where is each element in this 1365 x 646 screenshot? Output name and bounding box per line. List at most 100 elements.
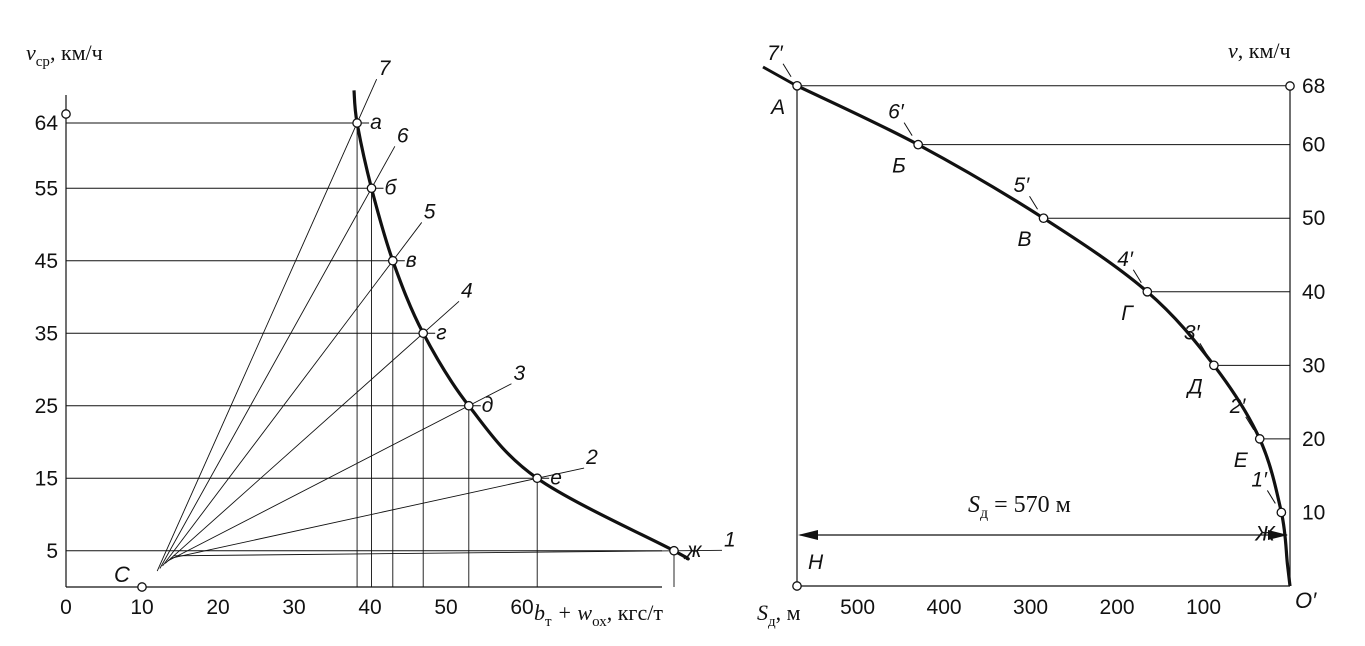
left-x-tick-label: 40	[358, 596, 381, 619]
left-curve-point	[669, 545, 679, 556]
distance-label: Sд = 570 м	[968, 492, 1071, 522]
right-point-letter: Ж	[1254, 522, 1276, 545]
right-v-tick-label: 40	[1302, 281, 1325, 304]
right-curve-tick-mark	[1266, 490, 1276, 504]
right-s-tick-label: 400	[927, 596, 962, 619]
left-y-axis-label: vср, км/ч	[26, 40, 103, 70]
left-ray-number: 5	[424, 200, 436, 223]
left-curve-point	[463, 400, 474, 411]
right-s-axis-label: Sд, м	[757, 600, 801, 630]
pole-c-label: C	[114, 562, 130, 587]
left-x-tick-label: 10	[130, 596, 153, 619]
right-point-letter: Б	[892, 155, 906, 178]
right-curve-point	[1038, 213, 1049, 224]
left-curve-point	[366, 183, 377, 194]
left-y-tick-label: 64	[35, 112, 59, 135]
right-v-tick-label: 60	[1302, 134, 1325, 157]
left-ray-number: 4	[461, 279, 473, 302]
left-ray-number: 1	[724, 528, 736, 551]
left-y-tick-label: 5	[46, 540, 58, 563]
right-bottom-left-marker	[792, 581, 802, 591]
left-y-axis-max-marker	[61, 109, 71, 119]
left-point-letter: г	[436, 321, 446, 344]
braking-distance-curve: 7′ А 6′ Б 5′ В 4′ Г 3′ Д 2′ Е1′ Ж 10 20 30 40 50 60 68 500 4…	[757, 38, 1325, 630]
right-s-tick-label: 300	[1013, 596, 1048, 619]
right-point-mark: 6′	[888, 101, 905, 124]
right-v-axis-label: v, км/ч	[1228, 38, 1291, 63]
left-x-axis-label: bт + wох, кгс/т	[534, 600, 663, 630]
left-ray-number: 7	[379, 57, 392, 80]
right-braking-curve	[796, 84, 1292, 587]
right-v-tick-label: 50	[1302, 207, 1325, 230]
right-curve-point	[1209, 360, 1219, 371]
left-point-letter: ж	[686, 539, 703, 562]
right-point-mark: 4′	[1117, 248, 1134, 271]
right-point-letter: Е	[1234, 449, 1249, 472]
right-top-right-marker	[1285, 81, 1295, 91]
right-point-letter: Г	[1121, 302, 1134, 325]
left-x-tick-label: 20	[206, 596, 229, 619]
left-y-tick-label: 25	[35, 395, 58, 418]
specific-force-diagram: 7 а6 б 5 в 4г 3д 2е 1ж 5 15 25 35 45 55 64 10 20 30 40 50 60…	[26, 40, 736, 630]
left-ray-number: 6	[397, 124, 409, 147]
right-curve-tick-mark	[782, 63, 792, 78]
left-y-tick-label: 35	[35, 322, 58, 345]
right-curve-tick-mark	[1029, 195, 1038, 210]
left-ray-number: 2	[585, 446, 598, 469]
right-curve-point	[1276, 507, 1287, 518]
pole-c-point	[137, 582, 147, 592]
left-point-letter: е	[550, 466, 562, 489]
right-point-labels: 7′ А 6′ Б 5′ В 4′ Г 3′ Д 2′ Е1′ Ж	[767, 42, 1276, 546]
left-point-letter: д	[482, 394, 494, 417]
left-grid-lines	[66, 122, 662, 552]
left-origin-tick: 0	[60, 596, 72, 619]
right-point-mark: 7′	[767, 42, 784, 65]
right-point-mark: 2′	[1229, 395, 1247, 418]
left-point-labels: 7 а6 б 5 в 4г 3д 2е 1ж	[370, 57, 736, 562]
right-curve-point	[913, 139, 923, 150]
right-s-tick-label: 200	[1100, 596, 1135, 619]
left-ray-number: 3	[513, 362, 525, 385]
right-point-letter: В	[1018, 228, 1032, 251]
distance-arrow-left	[798, 530, 818, 540]
left-pole-ray	[164, 300, 460, 564]
left-curve-point	[387, 255, 398, 266]
right-point-mark: 3′	[1184, 321, 1201, 344]
right-v-tick-label: 20	[1302, 428, 1325, 451]
left-point-letter: в	[406, 249, 417, 272]
right-curve-extension	[762, 65, 798, 88]
distance-arrow-right	[1268, 530, 1288, 540]
left-point-letter: б	[385, 176, 398, 199]
left-pole-ray	[162, 222, 423, 567]
right-s-tick-label: 100	[1186, 596, 1221, 619]
left-x-tick-label: 60	[510, 596, 533, 619]
left-x-tick-label: 30	[282, 596, 305, 619]
left-curve-points	[352, 118, 679, 556]
right-point-letter: А	[769, 96, 785, 119]
right-point-letter: Д	[1186, 375, 1203, 398]
left-curve-point	[352, 118, 362, 128]
right-v-tick-label: 68	[1302, 75, 1325, 98]
left-pole-ray	[167, 383, 512, 562]
left-curve-point	[532, 473, 543, 484]
left-point-letter: а	[370, 111, 382, 134]
right-grid-lines	[782, 63, 1290, 504]
right-curve-points	[792, 80, 1287, 518]
right-s-tick-label: 500	[840, 596, 875, 619]
left-pole-ray	[173, 549, 723, 557]
right-curve-tick-mark	[1245, 416, 1255, 431]
right-origin-label: O′	[1295, 588, 1317, 613]
left-projection-lines	[356, 123, 675, 587]
right-v-tick-label: 30	[1302, 354, 1325, 377]
left-y-tick-label: 45	[35, 250, 58, 273]
left-x-tick-label: 50	[434, 596, 457, 619]
right-v-tick-label: 10	[1302, 501, 1325, 524]
right-tick-labels: 10 20 30 40 50 60 68 500 400 300 200 100	[840, 75, 1325, 619]
left-y-tick-label: 55	[35, 177, 58, 200]
right-curve-point	[1142, 286, 1153, 297]
right-point-mark: 1′	[1251, 468, 1268, 491]
left-pole-ray	[159, 146, 396, 569]
right-curve-tick-mark	[1132, 269, 1142, 284]
